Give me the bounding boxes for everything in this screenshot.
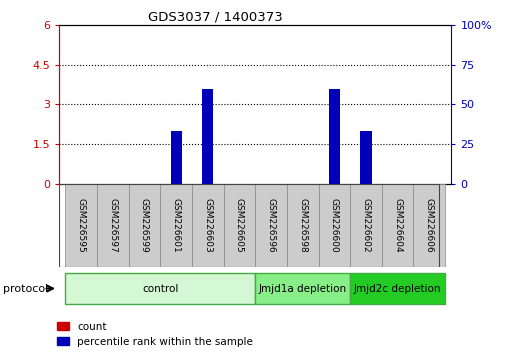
Bar — [361, 142, 371, 184]
Text: GSM226605: GSM226605 — [235, 198, 244, 253]
FancyBboxPatch shape — [350, 184, 382, 267]
FancyBboxPatch shape — [97, 184, 129, 267]
Bar — [170, 149, 182, 184]
Bar — [361, 131, 371, 184]
Text: control: control — [142, 284, 179, 293]
Text: GSM226595: GSM226595 — [76, 198, 86, 253]
FancyBboxPatch shape — [65, 273, 255, 304]
Text: GSM226606: GSM226606 — [425, 198, 434, 253]
FancyBboxPatch shape — [192, 184, 224, 267]
Bar — [202, 96, 213, 184]
Text: protocol: protocol — [3, 284, 48, 293]
FancyBboxPatch shape — [255, 184, 287, 267]
Text: GSM226604: GSM226604 — [393, 198, 402, 253]
Text: GSM226600: GSM226600 — [330, 198, 339, 253]
FancyBboxPatch shape — [255, 273, 350, 304]
Text: Jmjd1a depletion: Jmjd1a depletion — [259, 284, 347, 293]
FancyBboxPatch shape — [287, 184, 319, 267]
FancyBboxPatch shape — [224, 184, 255, 267]
Text: GSM226602: GSM226602 — [362, 198, 370, 253]
Text: GSM226599: GSM226599 — [140, 198, 149, 253]
Text: GSM226598: GSM226598 — [298, 198, 307, 253]
FancyBboxPatch shape — [413, 184, 445, 267]
FancyBboxPatch shape — [129, 184, 160, 267]
Text: GDS3037 / 1400373: GDS3037 / 1400373 — [148, 11, 283, 24]
FancyBboxPatch shape — [160, 184, 192, 267]
FancyBboxPatch shape — [382, 184, 413, 267]
FancyBboxPatch shape — [319, 184, 350, 267]
Bar — [329, 88, 340, 184]
Bar — [329, 102, 340, 184]
Text: GSM226597: GSM226597 — [108, 198, 117, 253]
Bar — [202, 88, 213, 184]
Text: Jmjd2c depletion: Jmjd2c depletion — [354, 284, 441, 293]
Text: GSM226601: GSM226601 — [171, 198, 181, 253]
FancyBboxPatch shape — [65, 184, 97, 267]
Legend: count, percentile rank within the sample: count, percentile rank within the sample — [56, 322, 253, 347]
Text: GSM226596: GSM226596 — [267, 198, 275, 253]
FancyBboxPatch shape — [350, 273, 445, 304]
Bar — [170, 131, 182, 184]
Text: GSM226603: GSM226603 — [203, 198, 212, 253]
